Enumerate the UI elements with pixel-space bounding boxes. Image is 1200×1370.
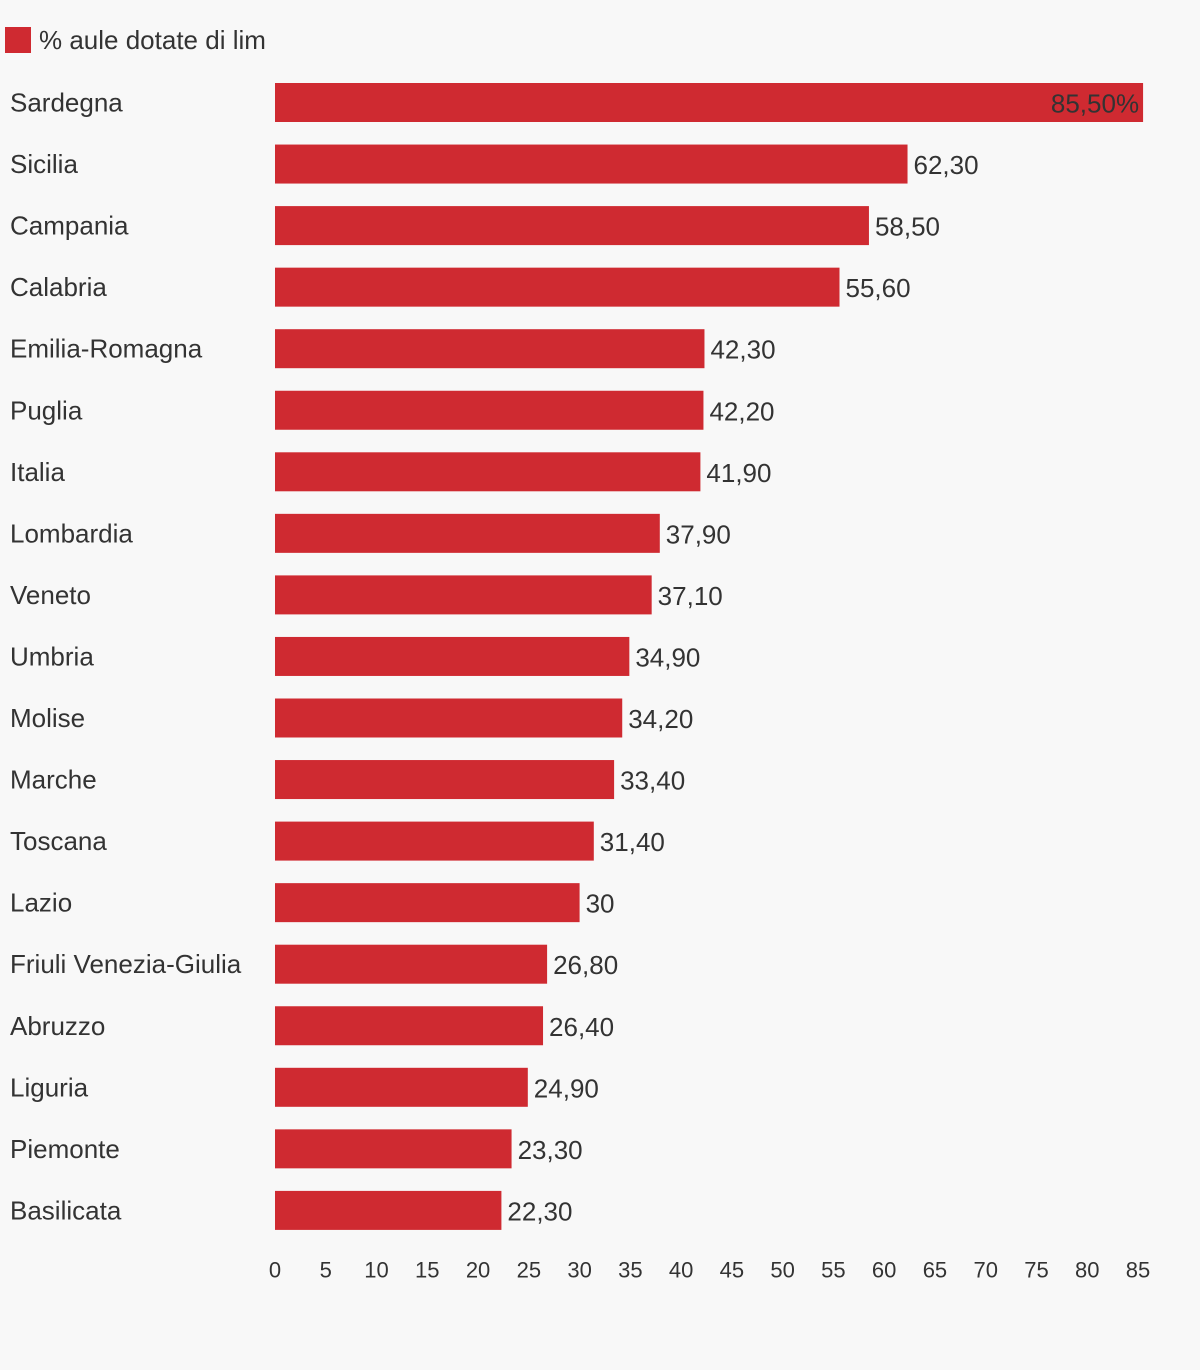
category-label: Toscana [10,826,107,856]
x-tick-label: 30 [567,1258,591,1283]
bar [275,698,623,738]
bar [275,206,869,246]
bar [275,329,705,369]
x-tick-label: 70 [973,1258,997,1283]
bar [275,1129,512,1169]
category-label: Piemonte [10,1134,120,1164]
category-label: Puglia [10,395,83,425]
data-label: 24,90 [534,1073,599,1103]
category-label: Molise [10,703,85,733]
legend-swatch [5,27,31,53]
data-label: 37,10 [658,581,723,611]
legend-label: % aule dotate di lim [39,24,266,55]
bar [275,821,594,861]
bar [275,1006,544,1046]
x-tick-label: 20 [466,1258,490,1283]
x-tick-label: 65 [923,1258,947,1283]
category-label: Veneto [10,580,91,610]
bar [275,760,615,800]
x-tick-label: 10 [364,1258,388,1283]
bar [275,83,1144,122]
x-tick-label: 75 [1024,1258,1048,1283]
x-tick-label: 45 [720,1258,744,1283]
data-label: 55,60 [846,273,911,303]
category-label: Italia [10,457,65,487]
bar [275,390,704,430]
bar [275,883,580,923]
x-tick-label: 85 [1126,1258,1150,1283]
bar [275,636,630,676]
bar [275,944,548,984]
data-label: 31,40 [600,827,665,857]
bar [275,452,701,492]
category-label: Marche [10,765,97,795]
bar [275,513,660,553]
category-label: Sardegna [10,88,123,118]
data-label: 58,50 [875,212,940,242]
data-label: 22,30 [507,1196,572,1226]
x-tick-label: 40 [669,1258,693,1283]
x-tick-label: 25 [517,1258,541,1283]
category-label: Emilia-Romagna [10,334,203,364]
data-label: 62,30 [914,150,979,180]
category-label: Lombardia [10,518,133,548]
category-label: Abruzzo [10,1011,105,1041]
data-label: 41,90 [706,458,771,488]
bar [275,1190,502,1230]
x-tick-label: 55 [821,1258,845,1283]
data-label: 42,30 [710,335,775,365]
data-label: 37,90 [666,519,731,549]
x-tick-label: 35 [618,1258,642,1283]
data-label: 23,30 [518,1135,583,1165]
category-label: Basilicata [10,1195,122,1225]
data-label: 34,90 [635,642,700,672]
bar [275,144,908,184]
category-label: Sicilia [10,149,78,179]
category-label: Lazio [10,888,72,918]
data-label: 30 [586,889,615,919]
category-label: Friuli Venezia-Giulia [10,949,242,979]
x-tick-label: 50 [770,1258,794,1283]
chart-legend: % aule dotate di lim [5,24,266,55]
category-label: Liguria [10,1072,89,1102]
bar [275,267,840,307]
bar [275,575,652,615]
data-label: 42,20 [709,396,774,426]
x-tick-label: 5 [320,1258,332,1283]
x-tick-label: 80 [1075,1258,1099,1283]
data-label: 34,20 [628,704,693,734]
data-label: 26,80 [553,950,618,980]
category-label: Campania [10,211,129,241]
data-label: 85,50% [1051,89,1139,119]
x-tick-label: 60 [872,1258,896,1283]
x-tick-label: 0 [269,1258,281,1283]
category-label: Umbria [10,641,94,671]
data-label: 33,40 [620,766,685,796]
data-label: 26,40 [549,1012,614,1042]
bar [275,1067,528,1107]
category-label: Calabria [10,272,107,302]
x-tick-label: 15 [415,1258,439,1283]
